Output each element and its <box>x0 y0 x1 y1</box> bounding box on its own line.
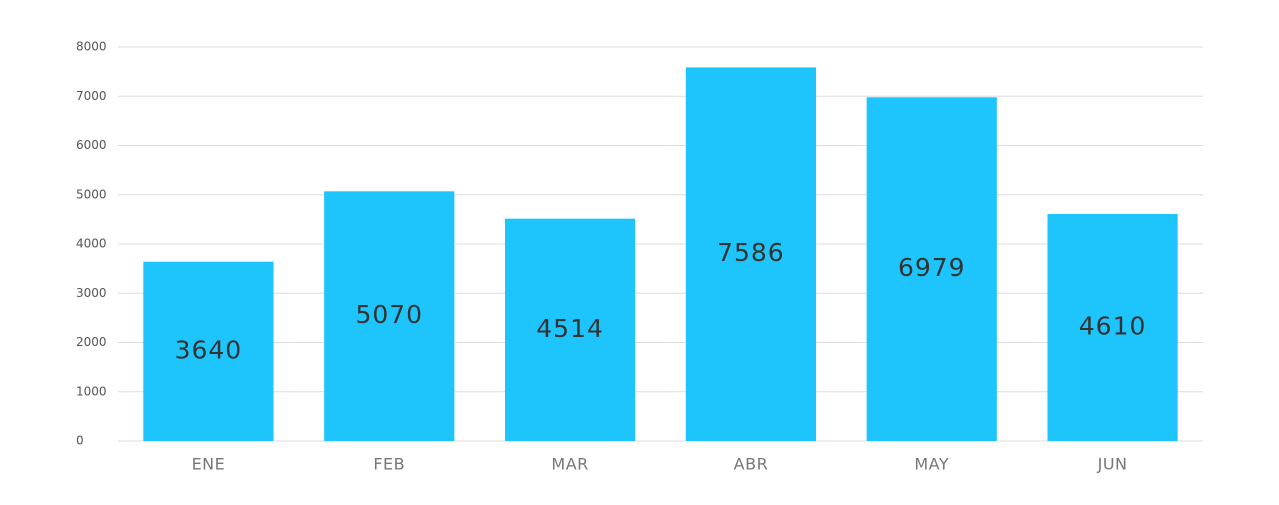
value-label: 4610 <box>1079 311 1147 340</box>
y-tick-label: 5000 <box>76 187 107 201</box>
bar <box>1047 213 1178 441</box>
y-tick-label: 3000 <box>76 286 107 300</box>
y-tick-label: 0 <box>76 434 84 448</box>
y-tick-label: 7000 <box>76 89 107 103</box>
y-tick-label: 6000 <box>76 138 107 152</box>
y-tick-label: 2000 <box>76 335 107 349</box>
y-tick-label: 8000 <box>76 40 107 54</box>
x-tick-label: JUN <box>1097 455 1128 474</box>
x-tick-label: ABR <box>734 455 769 474</box>
value-label: 3640 <box>175 335 243 364</box>
x-tick-label: MAR <box>551 455 588 474</box>
x-tick-label: FEB <box>373 455 405 474</box>
y-tick-label: 4000 <box>76 237 107 251</box>
bar <box>324 191 455 441</box>
bar <box>143 261 274 441</box>
bar <box>866 97 997 442</box>
value-label: 6979 <box>898 253 966 282</box>
bar <box>504 218 636 441</box>
bar <box>685 67 817 442</box>
y-tick-label: 1000 <box>76 384 107 398</box>
x-tick-label: MAY <box>914 455 949 474</box>
value-label: 4514 <box>536 314 604 343</box>
value-label: 5070 <box>355 300 423 329</box>
x-tick-label: ENE <box>192 455 226 474</box>
value-label: 7586 <box>717 238 785 267</box>
